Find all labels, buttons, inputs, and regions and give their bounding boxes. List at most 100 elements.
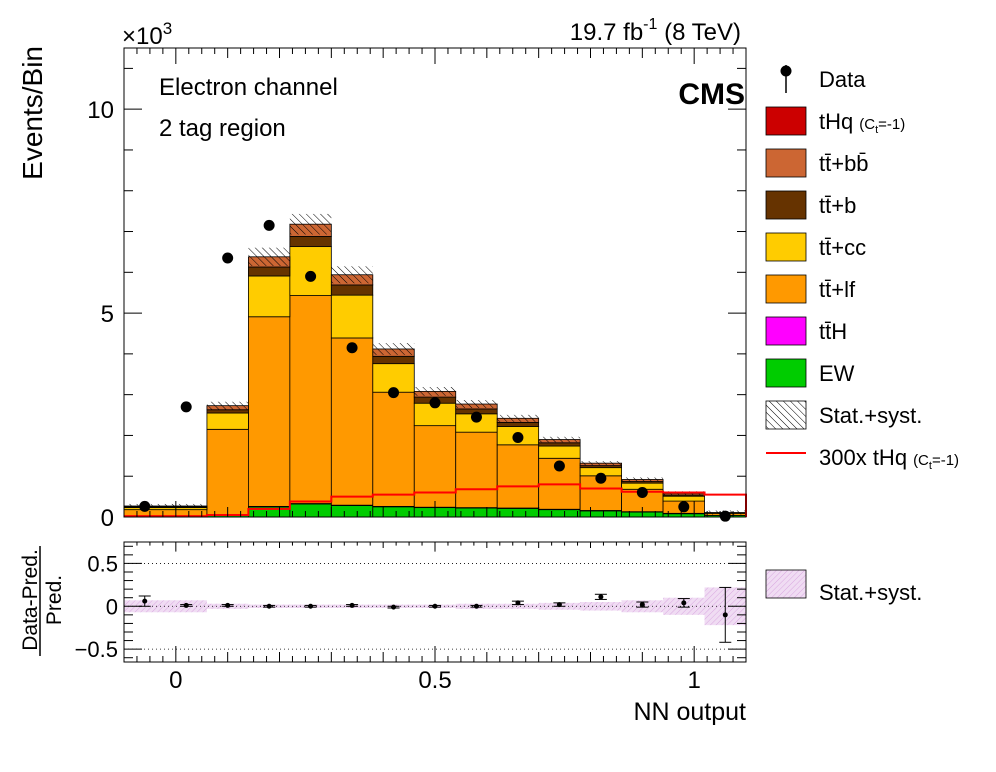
legend-label: EW [819, 361, 855, 386]
bar-ew [579, 510, 623, 518]
bar-ttlf [247, 316, 291, 507]
data-point [719, 510, 731, 522]
data-point [346, 342, 358, 354]
bar-ew [538, 509, 581, 518]
bar-ttcc [538, 445, 581, 459]
legend-label: tHq (Ct=-1) [819, 109, 905, 136]
bar-ttb [206, 409, 249, 414]
legend-swatch [765, 316, 807, 346]
legend-label: tt̄+cc [819, 235, 866, 260]
bar-ttlf [372, 391, 415, 507]
ratio-panel: 0.5 0 −0.5 0 0.5 1 NN output Data-Pred. Pred… [19, 541, 747, 726]
y-tick-label: 5 [101, 301, 114, 328]
thq300-line [124, 483, 747, 518]
legend-swatch [765, 190, 807, 220]
ratio-point [639, 602, 645, 608]
data-point [512, 431, 524, 443]
ratio-point [598, 594, 604, 600]
legend-swatch [765, 232, 807, 262]
uncertainty-band [497, 414, 539, 422]
experiment-label: CMS [678, 78, 745, 111]
bar-ttb [330, 284, 374, 296]
legend-swatch [765, 358, 807, 388]
lumi-label: 19.7 fb-1 (8 TeV) [570, 16, 741, 46]
data-point [678, 501, 690, 513]
data-point [388, 387, 400, 399]
bar-ttlf [289, 295, 332, 504]
ratio-point [349, 602, 355, 608]
ratio-legend-label: Stat.+syst. [819, 580, 922, 605]
legend-label: tt̄+lf [819, 277, 856, 302]
region-annotation: 2 tag region [159, 115, 286, 142]
bar-ttb [289, 236, 332, 248]
uncertainty-band [621, 477, 664, 482]
legend-item-unc: Stat.+syst. [765, 400, 922, 430]
svg-text:Pred.: Pred. [43, 575, 66, 625]
y-tick-label: 10 [87, 97, 114, 124]
legend-swatch [765, 274, 807, 304]
bar-ttb [496, 421, 540, 427]
ratio-y-axis-label: Data-Pred. Pred. [19, 546, 66, 656]
uncertainty-band [124, 503, 207, 509]
legend-item-ttbb: tt̄+bb̄ [765, 148, 869, 178]
legend-item-ttlf: tt̄+lf [765, 274, 856, 304]
ratio-point [515, 600, 521, 606]
ratio-point [473, 603, 479, 609]
bar-ttb [538, 442, 581, 447]
uncertainty-band [206, 401, 249, 410]
bar-ttlf [413, 425, 457, 508]
legend-item-thq: tHq (Ct=-1) [765, 106, 905, 136]
bar-ttb [372, 355, 415, 365]
data-point [429, 397, 441, 409]
ratio-point [722, 612, 728, 618]
bar-ttlf [206, 428, 249, 516]
bar-ew [455, 507, 498, 518]
bar-ttlf [455, 431, 498, 509]
ratio-point [308, 603, 314, 609]
legend-item-tth: tt̄H [765, 316, 847, 346]
uncertainty-band [580, 461, 622, 466]
x-axis-label: NN output [633, 698, 746, 726]
data-point [180, 401, 192, 413]
ratio-uncertainty-band [497, 603, 539, 609]
x-tick-label: 0 [169, 667, 182, 694]
uncertainty-band [372, 343, 415, 355]
bar-ttlf [330, 337, 374, 506]
uncertainty-band [248, 247, 290, 266]
bar-ew [330, 505, 374, 518]
bar-ttcc [206, 412, 249, 430]
data-point [139, 500, 151, 512]
legend-swatch [765, 148, 807, 178]
legend-item-ew: EW [765, 358, 855, 388]
x-tick-label: 1 [687, 667, 700, 694]
ratio-point [225, 602, 231, 608]
legend: Data tHq (Ct=-1) tt̄+bb̄ tt̄+b tt̄+cc tt̄+lf tt… [765, 65, 959, 472]
legend-swatch [765, 400, 807, 430]
data-point [553, 460, 565, 472]
bar-ttb [247, 266, 291, 277]
bar-ttcc [662, 495, 705, 502]
legend-label: tt̄+b [819, 193, 856, 218]
uncertainty-band [289, 213, 332, 235]
legend-item-ttb: tt̄+b [765, 190, 856, 220]
ratio-point [556, 602, 562, 608]
bar-ttcc [330, 294, 374, 339]
ratio-point [391, 604, 397, 610]
channel-annotation: Electron channel [159, 74, 338, 101]
svg-text:Data-Pred.: Data-Pred. [19, 549, 42, 651]
y-axis-label: Events/Bin [17, 46, 48, 180]
y-tick-label: 0 [101, 505, 114, 532]
ratio-point [183, 602, 189, 608]
data-point [222, 252, 234, 264]
x-tick-label: 0.5 [418, 667, 451, 694]
bar-ttlf [496, 444, 540, 509]
legend-label: tt̄H [819, 319, 847, 344]
uncertainty-band [538, 436, 581, 443]
ratio-y-tick-label: −0.5 [75, 637, 118, 662]
ratio-point [266, 603, 272, 609]
data-point [595, 472, 607, 484]
data-point [263, 219, 275, 231]
ratio-y-tick-label: 0.5 [87, 551, 118, 576]
data-point [636, 487, 648, 499]
